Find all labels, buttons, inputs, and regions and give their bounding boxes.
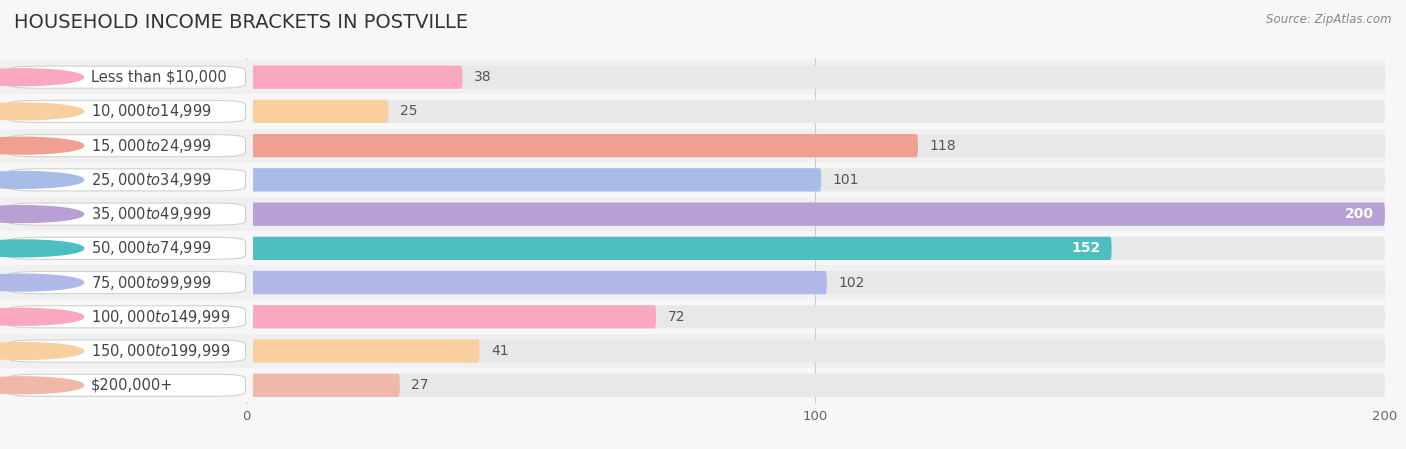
FancyBboxPatch shape (7, 272, 246, 294)
Circle shape (0, 137, 83, 154)
FancyBboxPatch shape (246, 305, 657, 329)
Text: $75,000 to $99,999: $75,000 to $99,999 (91, 273, 212, 291)
Text: $25,000 to $34,999: $25,000 to $34,999 (91, 171, 212, 189)
Text: HOUSEHOLD INCOME BRACKETS IN POSTVILLE: HOUSEHOLD INCOME BRACKETS IN POSTVILLE (14, 13, 468, 32)
FancyBboxPatch shape (246, 265, 1385, 299)
Text: $50,000 to $74,999: $50,000 to $74,999 (91, 239, 212, 257)
FancyBboxPatch shape (246, 202, 1385, 226)
FancyBboxPatch shape (246, 374, 1385, 397)
FancyBboxPatch shape (0, 299, 253, 334)
Text: 118: 118 (929, 139, 956, 153)
FancyBboxPatch shape (7, 135, 246, 157)
Text: $200,000+: $200,000+ (91, 378, 173, 393)
FancyBboxPatch shape (0, 334, 253, 368)
FancyBboxPatch shape (7, 66, 246, 88)
FancyBboxPatch shape (246, 100, 1385, 123)
Text: Source: ZipAtlas.com: Source: ZipAtlas.com (1267, 13, 1392, 26)
FancyBboxPatch shape (246, 94, 1385, 128)
Circle shape (0, 172, 83, 188)
FancyBboxPatch shape (7, 169, 246, 191)
Circle shape (0, 240, 83, 257)
Circle shape (0, 343, 83, 360)
FancyBboxPatch shape (0, 231, 253, 265)
FancyBboxPatch shape (246, 305, 1385, 329)
FancyBboxPatch shape (0, 265, 253, 299)
FancyBboxPatch shape (246, 202, 1385, 226)
FancyBboxPatch shape (7, 237, 246, 260)
FancyBboxPatch shape (246, 271, 1385, 294)
FancyBboxPatch shape (246, 237, 1385, 260)
Circle shape (0, 69, 83, 86)
FancyBboxPatch shape (246, 60, 1385, 94)
FancyBboxPatch shape (246, 237, 1112, 260)
Text: $15,000 to $24,999: $15,000 to $24,999 (91, 136, 212, 154)
FancyBboxPatch shape (246, 128, 1385, 163)
FancyBboxPatch shape (0, 60, 253, 94)
FancyBboxPatch shape (246, 168, 821, 192)
Circle shape (0, 206, 83, 223)
FancyBboxPatch shape (246, 339, 479, 363)
Text: $10,000 to $14,999: $10,000 to $14,999 (91, 102, 212, 120)
FancyBboxPatch shape (246, 66, 1385, 89)
FancyBboxPatch shape (246, 374, 399, 397)
FancyBboxPatch shape (246, 100, 388, 123)
FancyBboxPatch shape (7, 203, 246, 225)
Text: 41: 41 (491, 344, 509, 358)
FancyBboxPatch shape (0, 128, 253, 163)
FancyBboxPatch shape (246, 163, 1385, 197)
Circle shape (0, 308, 83, 325)
Text: 200: 200 (1344, 207, 1374, 221)
FancyBboxPatch shape (246, 66, 463, 89)
FancyBboxPatch shape (7, 374, 246, 396)
Text: $35,000 to $49,999: $35,000 to $49,999 (91, 205, 212, 223)
Text: 27: 27 (411, 378, 429, 392)
FancyBboxPatch shape (246, 197, 1385, 231)
Text: 152: 152 (1071, 242, 1099, 255)
Text: $100,000 to $149,999: $100,000 to $149,999 (91, 308, 231, 326)
FancyBboxPatch shape (246, 271, 827, 294)
Circle shape (0, 377, 83, 394)
FancyBboxPatch shape (7, 340, 246, 362)
FancyBboxPatch shape (246, 339, 1385, 363)
FancyBboxPatch shape (246, 134, 918, 157)
FancyBboxPatch shape (0, 94, 253, 128)
FancyBboxPatch shape (7, 306, 246, 328)
FancyBboxPatch shape (246, 334, 1385, 368)
Text: Less than $10,000: Less than $10,000 (91, 70, 226, 85)
Circle shape (0, 274, 83, 291)
Text: 38: 38 (474, 70, 492, 84)
FancyBboxPatch shape (246, 299, 1385, 334)
FancyBboxPatch shape (7, 101, 246, 123)
FancyBboxPatch shape (246, 231, 1385, 265)
FancyBboxPatch shape (246, 368, 1385, 402)
FancyBboxPatch shape (246, 168, 1385, 192)
Circle shape (0, 103, 83, 120)
Text: 72: 72 (668, 310, 685, 324)
FancyBboxPatch shape (0, 163, 253, 197)
FancyBboxPatch shape (0, 368, 253, 402)
Text: 102: 102 (838, 276, 865, 290)
FancyBboxPatch shape (246, 134, 1385, 157)
Text: 101: 101 (832, 173, 859, 187)
FancyBboxPatch shape (0, 197, 253, 231)
Text: 25: 25 (399, 105, 418, 119)
Text: $150,000 to $199,999: $150,000 to $199,999 (91, 342, 231, 360)
